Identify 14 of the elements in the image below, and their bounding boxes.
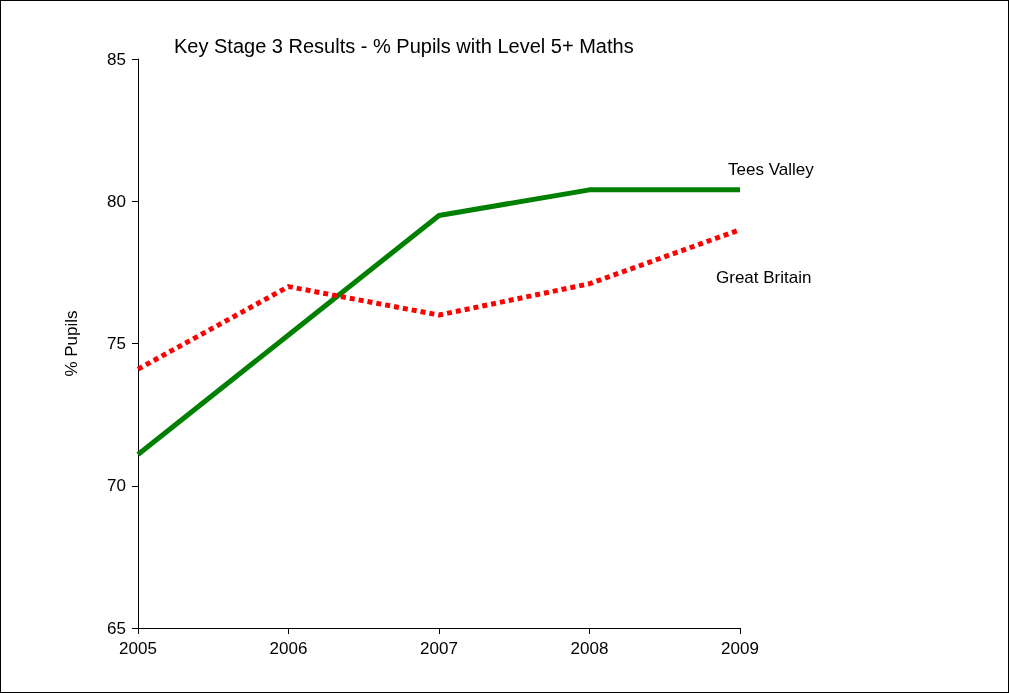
y-tick-label: 75: [107, 334, 126, 353]
y-tick-label: 85: [107, 49, 126, 69]
series-label: Great Britain: [716, 268, 812, 288]
y-axis-title: % Pupils: [62, 310, 81, 377]
y-tick-label: 65: [107, 618, 126, 638]
y-tick-label: 80: [107, 191, 126, 211]
series-label: Tees Valley: [728, 160, 815, 180]
x-tick-label: 2009: [721, 639, 759, 658]
x-tick-label: 2007: [420, 639, 458, 658]
y-tick-label: 70: [107, 476, 126, 496]
x-tick-label: 2008: [570, 639, 609, 658]
chart-title: Key Stage 3 Results - % Pupils with Level 5+ Maths: [174, 35, 634, 57]
x-tick-label: 2006: [269, 639, 308, 658]
x-tick-label: 2005: [119, 639, 157, 658]
